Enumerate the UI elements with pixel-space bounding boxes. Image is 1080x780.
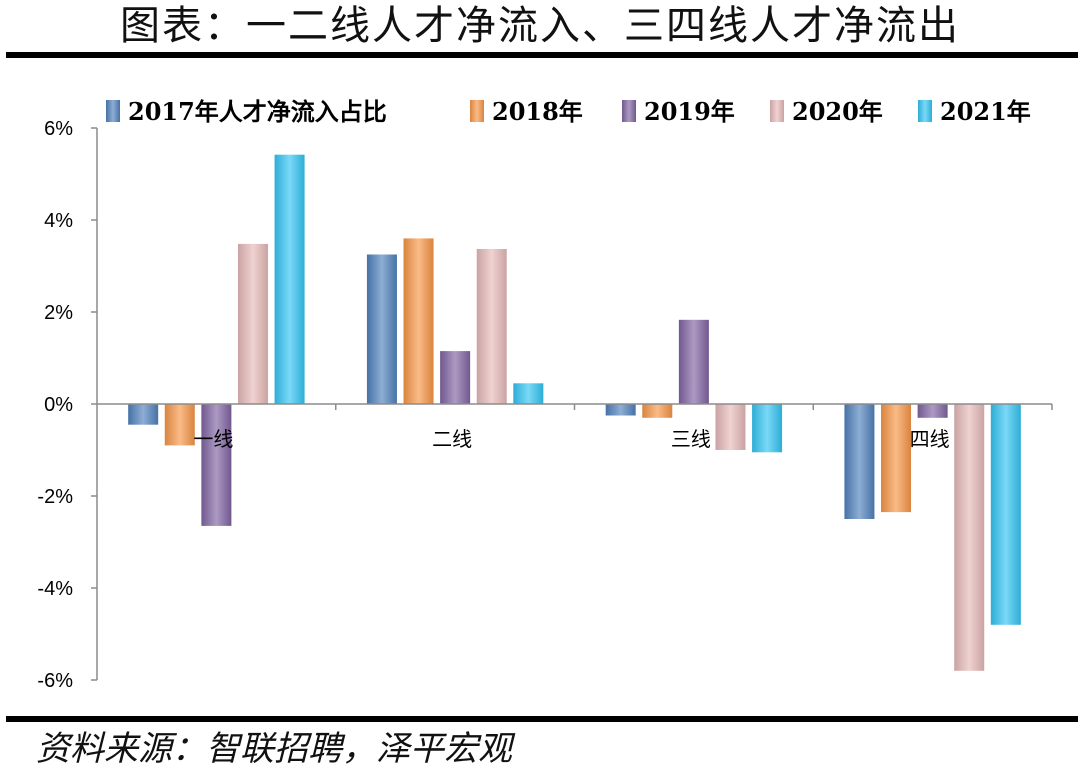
- bar: [954, 404, 985, 671]
- legend-label: 2019年: [644, 97, 735, 126]
- legend-label: 2020年: [792, 97, 883, 126]
- bar: [403, 238, 434, 404]
- legend-swatch: [622, 100, 636, 122]
- y-tick-label: 2%: [44, 302, 73, 324]
- y-axis: 6% 4% 2% 0% -2% -4% -6%: [37, 118, 98, 692]
- bar: [201, 404, 232, 526]
- bar: [237, 243, 268, 404]
- legend-label: 2018年: [492, 97, 583, 126]
- bar: [752, 404, 783, 453]
- legend-swatch: [470, 100, 484, 122]
- y-tick-label: -6%: [37, 670, 73, 692]
- bar: [513, 383, 544, 404]
- x-category-label: 二线: [432, 427, 472, 451]
- bars: [128, 154, 1021, 671]
- source-note: 资料来源：智联招聘，泽平宏观: [36, 729, 512, 769]
- bar: [990, 404, 1021, 625]
- bar: [678, 319, 709, 404]
- bar: [128, 404, 159, 425]
- bar-chart: 2017年人才净流入占比 2018年 2019年 2020年 2021年 6% 4% 2% 0…: [37, 97, 1053, 692]
- legend-entry: 2017年人才净流入占比: [106, 97, 387, 126]
- top-rule: [6, 52, 1078, 58]
- legend-entry: 2018年: [470, 97, 583, 126]
- bar: [440, 351, 471, 404]
- x-category-label: 四线: [910, 427, 950, 451]
- legend-label: 2017年人才净流入占比: [128, 97, 387, 126]
- legend: 2017年人才净流入占比 2018年 2019年 2020年 2021年: [106, 97, 1031, 126]
- y-tick-label: -4%: [37, 578, 73, 600]
- chart-title: 图表：一二线人才净流入、三四线人才净流出: [120, 3, 960, 49]
- legend-entry: 2020年: [770, 97, 883, 126]
- bar: [715, 404, 746, 450]
- y-tick-label: 0%: [44, 394, 73, 416]
- bar: [164, 404, 195, 446]
- x-category-label: 一线: [193, 427, 233, 451]
- bar: [917, 404, 948, 418]
- legend-swatch: [770, 100, 784, 122]
- bar: [844, 404, 875, 519]
- bar: [274, 154, 305, 404]
- bar: [476, 248, 507, 404]
- legend-swatch: [918, 100, 932, 122]
- legend-entry: 2021年: [918, 97, 1031, 126]
- category-labels: 一线 二线 三线 四线: [193, 427, 949, 451]
- y-tick-label: 6%: [44, 118, 73, 140]
- legend-label: 2021年: [940, 97, 1031, 126]
- bar: [881, 404, 912, 513]
- x-axis: [97, 403, 1053, 410]
- x-category-label: 三线: [671, 427, 711, 451]
- legend-entry: 2019年: [622, 97, 735, 126]
- bottom-rule: [6, 716, 1078, 722]
- y-tick-label: -2%: [37, 486, 73, 508]
- bar: [366, 254, 397, 404]
- bar: [605, 404, 636, 416]
- y-tick-label: 4%: [44, 210, 73, 232]
- legend-swatch: [106, 100, 120, 122]
- bar: [642, 404, 673, 418]
